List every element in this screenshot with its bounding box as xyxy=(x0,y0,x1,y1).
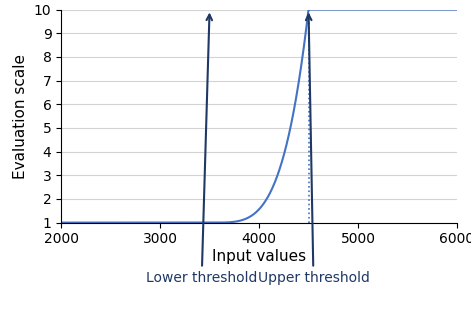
Text: Lower threshold: Lower threshold xyxy=(146,15,257,285)
Y-axis label: Evaluation scale: Evaluation scale xyxy=(13,53,28,179)
X-axis label: Input values: Input values xyxy=(212,249,306,264)
Text: Upper threshold: Upper threshold xyxy=(258,15,369,285)
